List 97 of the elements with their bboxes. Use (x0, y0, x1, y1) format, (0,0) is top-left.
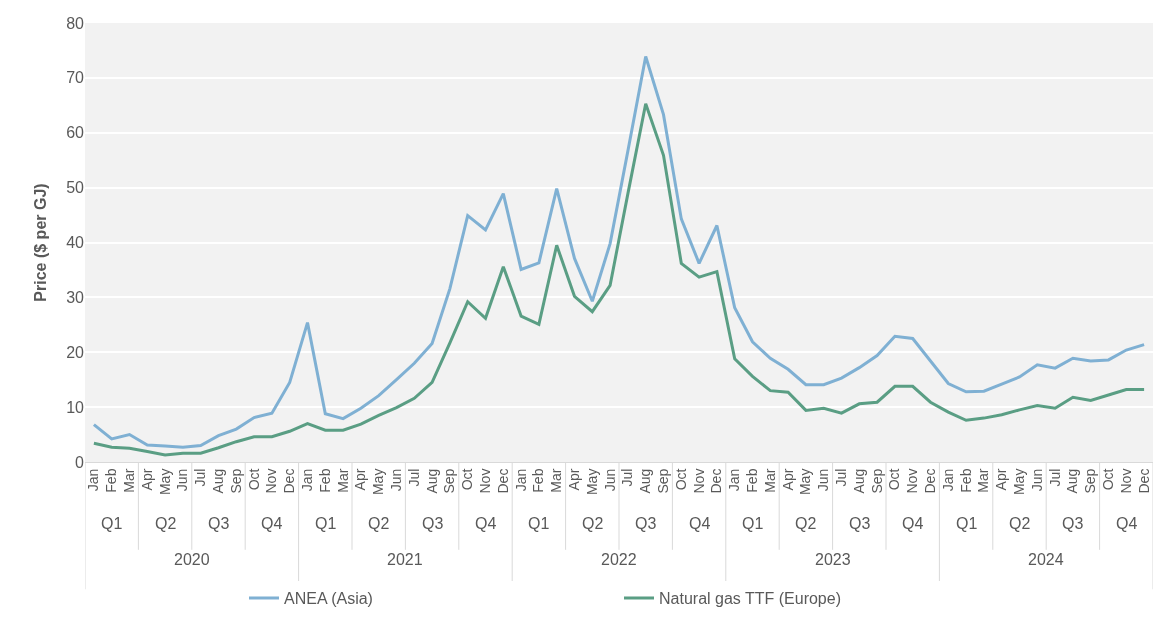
text: Q4 (1116, 515, 1138, 532)
x-tick-label: Aug (210, 468, 227, 494)
x-tick-label: Jan (299, 468, 316, 492)
text: Q4 (261, 515, 283, 532)
x-tick-label: Oct (672, 468, 689, 491)
x-tick-label: Sep (441, 468, 458, 494)
text: Q1 (742, 515, 764, 532)
y-tick-label: 10 (66, 398, 85, 416)
y-tick-label: 70 (66, 69, 85, 87)
text: Q3 (1062, 515, 1084, 532)
x-tick-label: Nov (690, 468, 707, 494)
text: Q2 (1009, 515, 1031, 532)
legend-label: Natural gas TTF (Europe) (659, 590, 841, 608)
x-tick-label: Jul (405, 468, 422, 487)
x-tick-label: Nov (477, 468, 494, 494)
text: Q4 (475, 515, 497, 532)
y-tick-label: 20 (66, 343, 85, 361)
x-tick-label: May (156, 468, 173, 496)
x-tick-label: Sep (227, 468, 244, 494)
x-tick-label: Oct (1100, 468, 1117, 491)
x-tick-label: Nov (904, 468, 921, 494)
x-tick-label: Sep (868, 468, 885, 494)
x-tick-label: Aug (423, 468, 440, 494)
text: Q2 (582, 515, 604, 532)
x-tick-label: Feb (103, 468, 120, 493)
text: Q3 (422, 515, 444, 532)
x-tick-label: Apr (993, 468, 1010, 491)
text: 2020 (174, 551, 210, 568)
x-tick-label: Mar (121, 468, 138, 493)
x-tick-label: Nov (263, 468, 280, 494)
y-tick-label: 50 (66, 179, 85, 197)
text: Q4 (902, 515, 924, 532)
x-tick-label: Sep (1082, 468, 1099, 494)
x-tick-label: May (1011, 468, 1028, 496)
x-tick-label: Feb (744, 468, 761, 493)
text: 2021 (387, 551, 423, 568)
x-tick-label: May (370, 468, 387, 496)
text: Q3 (849, 515, 871, 532)
x-tick-label: Mar (548, 468, 565, 493)
text: Q2 (155, 515, 177, 532)
text: Q1 (315, 515, 337, 532)
text: Q3 (208, 515, 230, 532)
legend-label: ANEA (Asia) (284, 590, 373, 608)
x-tick-label: Oct (459, 468, 476, 491)
y-tick-label: 40 (66, 234, 85, 252)
x-tick-label: Dec (708, 468, 725, 494)
x-tick-label: Oct (886, 468, 903, 491)
x-tick-label: Mar (975, 468, 992, 493)
text: 2023 (815, 551, 851, 568)
x-tick-label: Jul (192, 468, 209, 487)
x-tick-label: Jan (85, 468, 102, 492)
x-tick-label: Feb (957, 468, 974, 493)
x-tick-label: Jun (1028, 468, 1045, 492)
text: 2024 (1028, 551, 1064, 568)
x-tick-label: Feb (316, 468, 333, 493)
x-tick-label: Dec (922, 468, 939, 494)
text: Q1 (101, 515, 123, 532)
y-tick-label: 0 (75, 453, 85, 471)
x-tick-label: Apr (566, 468, 583, 491)
x-tick-label: Jan (726, 468, 743, 492)
x-tick-label: Jun (388, 468, 405, 492)
x-tick-label: Mar (761, 468, 778, 493)
text: Q2 (795, 515, 817, 532)
x-tick-label: Aug (1064, 468, 1081, 494)
x-tick-label: Jun (815, 468, 832, 492)
x-tick-label: Jan (939, 468, 956, 492)
x-tick-label: Dec (1135, 468, 1152, 494)
x-tick-label: Jun (601, 468, 618, 492)
x-tick-label: Dec (494, 468, 511, 494)
y-tick-label: 60 (66, 124, 85, 142)
text: Q4 (689, 515, 711, 532)
x-tick-label: Feb (530, 468, 547, 493)
x-tick-label: Mar (334, 468, 351, 493)
x-tick-label: May (583, 468, 600, 496)
text: Q2 (368, 515, 390, 532)
x-tick-label: Jan (512, 468, 529, 492)
x-tick-label: Aug (850, 468, 867, 494)
x-tick-label: Jul (833, 468, 850, 487)
x-tick-label: Sep (655, 468, 672, 494)
text: Q1 (528, 515, 550, 532)
y-tick-label: 30 (66, 288, 85, 306)
x-tick-label: Jul (619, 468, 636, 487)
x-tick-label: May (797, 468, 814, 496)
x-tick-label: Apr (138, 468, 155, 491)
x-tick-label: Oct (245, 468, 262, 491)
x-tick-label: Aug (637, 468, 654, 494)
y-axis-title: Price ($ per GJ) (32, 183, 50, 302)
x-tick-label: Apr (779, 468, 796, 491)
x-tick-label: Jun (174, 468, 191, 492)
x-tick-label: Jul (1046, 468, 1063, 487)
text: Q3 (635, 515, 657, 532)
y-tick-label: 80 (66, 14, 85, 32)
text: Q1 (956, 515, 978, 532)
x-tick-label: Nov (1117, 468, 1134, 494)
x-tick-label: Dec (281, 468, 298, 494)
text: 2022 (601, 551, 637, 568)
x-tick-label: Apr (352, 468, 369, 491)
